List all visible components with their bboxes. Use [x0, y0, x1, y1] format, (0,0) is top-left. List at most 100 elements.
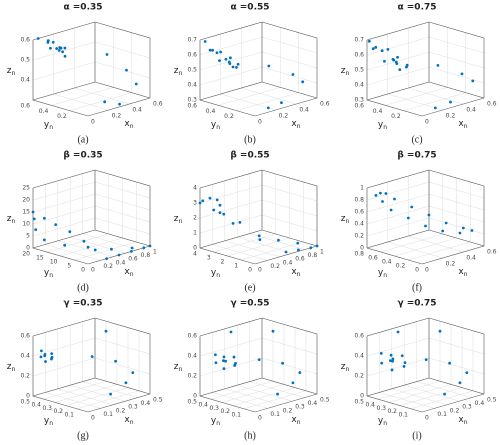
- data-point: [231, 222, 235, 225]
- grid-line: [32, 217, 151, 237]
- grid-line: [82, 173, 138, 250]
- x-tick-label: 0.2: [112, 113, 122, 120]
- axis-box: [366, 169, 485, 246]
- z-axis-label: zn: [7, 214, 16, 225]
- y-tick-label: 0.2: [220, 408, 230, 415]
- data-point: [281, 361, 284, 365]
- data-point: [391, 357, 395, 361]
- z-tick-label: 0.5: [187, 67, 197, 74]
- z-tick-label: 2: [193, 215, 197, 222]
- data-point: [390, 368, 394, 372]
- grid-line: [69, 32, 132, 111]
- y-tick-label: 0.2: [224, 113, 234, 120]
- grid-line: [32, 22, 96, 101]
- x-tick-label: 0.2: [116, 407, 126, 414]
- z-tick-label: 1: [193, 230, 197, 237]
- data-point: [389, 353, 393, 357]
- x-tick-label: 0.5: [487, 397, 497, 404]
- x-tick-label: 0.3: [462, 404, 472, 411]
- z-tick-label: 0.7: [354, 37, 364, 44]
- data-point: [257, 234, 261, 238]
- axis-box: [32, 21, 151, 98]
- data-point: [460, 72, 464, 76]
- y-tick-label: 10: [50, 259, 58, 266]
- grid-line: [199, 214, 318, 234]
- grid-line: [94, 22, 151, 99]
- z-tick-label: 0.2: [354, 233, 364, 240]
- data-point: [211, 48, 215, 52]
- data-point: [125, 68, 128, 72]
- x-tick-label: 0.4: [116, 259, 126, 266]
- z-tick-label: 0.5: [20, 57, 30, 64]
- data-point: [208, 48, 212, 52]
- grid-line: [199, 199, 318, 219]
- grid-line: [53, 34, 109, 111]
- data-point: [371, 47, 375, 51]
- z-tick-label: 0.4: [187, 82, 197, 89]
- x-tick-label: 0.4: [308, 400, 318, 407]
- grid-line: [32, 21, 151, 41]
- data-point: [124, 381, 128, 385]
- y-tick-label: 0.5: [20, 399, 30, 406]
- x-tick-label: 0.1: [270, 411, 280, 418]
- data-point: [104, 329, 108, 333]
- y-tick-label: 0.6: [187, 103, 197, 110]
- x-tick-label: 0.4: [475, 400, 485, 407]
- axis-box: [366, 336, 485, 413]
- data-point: [214, 353, 217, 357]
- z-tick-label: 10: [22, 221, 30, 228]
- data-point: [380, 361, 384, 365]
- data-point: [436, 64, 440, 67]
- y-tick-label: 0: [81, 267, 85, 274]
- data-point: [443, 392, 446, 396]
- data-point: [130, 246, 134, 250]
- y-axis-label: yn: [211, 268, 220, 279]
- data-point: [131, 371, 135, 374]
- z-tick-label: 0.2: [187, 373, 197, 380]
- x-axis-label: xn: [458, 119, 467, 130]
- grid-line: [94, 318, 151, 395]
- y-tick-label: 0.3: [209, 405, 219, 412]
- panel-title: β =0.75: [397, 151, 436, 161]
- data-point: [222, 367, 226, 371]
- y-tick-label: 0.2: [53, 408, 63, 415]
- data-point: [86, 245, 90, 249]
- data-point: [105, 53, 109, 56]
- data-point: [228, 62, 232, 66]
- grid-line: [32, 170, 96, 249]
- z-axis-label: zn: [174, 362, 183, 373]
- y-tick-label: 0.3: [42, 405, 52, 412]
- data-point: [201, 199, 205, 203]
- data-point: [63, 243, 67, 247]
- panel-caption: (i): [412, 430, 421, 441]
- z-axis-label: zn: [7, 362, 16, 373]
- grid-line: [366, 205, 485, 225]
- grid-line: [366, 337, 485, 357]
- y-axis-label: yn: [44, 416, 53, 427]
- data-point: [424, 224, 427, 228]
- grid-line: [377, 321, 441, 400]
- axis-box: [366, 317, 485, 394]
- axis-box: [199, 188, 318, 265]
- data-point: [231, 65, 235, 69]
- y-tick-label: 0.3: [376, 405, 386, 412]
- data-point: [396, 330, 400, 334]
- data-point: [280, 101, 283, 105]
- data-point: [374, 194, 378, 197]
- axis-box: [366, 188, 485, 265]
- axis-box: [32, 377, 151, 397]
- data-point: [271, 329, 275, 333]
- axis-box: [366, 40, 485, 117]
- panel-caption: (h): [244, 430, 256, 441]
- data-point: [214, 361, 218, 365]
- data-point: [461, 226, 465, 230]
- grid-line: [210, 321, 274, 400]
- data-point: [31, 210, 35, 214]
- x-tick-label: 0.6: [487, 101, 497, 108]
- z-axis-label: zn: [341, 362, 350, 373]
- grid-line: [387, 182, 443, 259]
- grid-line: [224, 180, 280, 258]
- grid-line: [199, 51, 318, 71]
- panel-caption: (g): [77, 430, 89, 441]
- grid-line: [249, 173, 305, 250]
